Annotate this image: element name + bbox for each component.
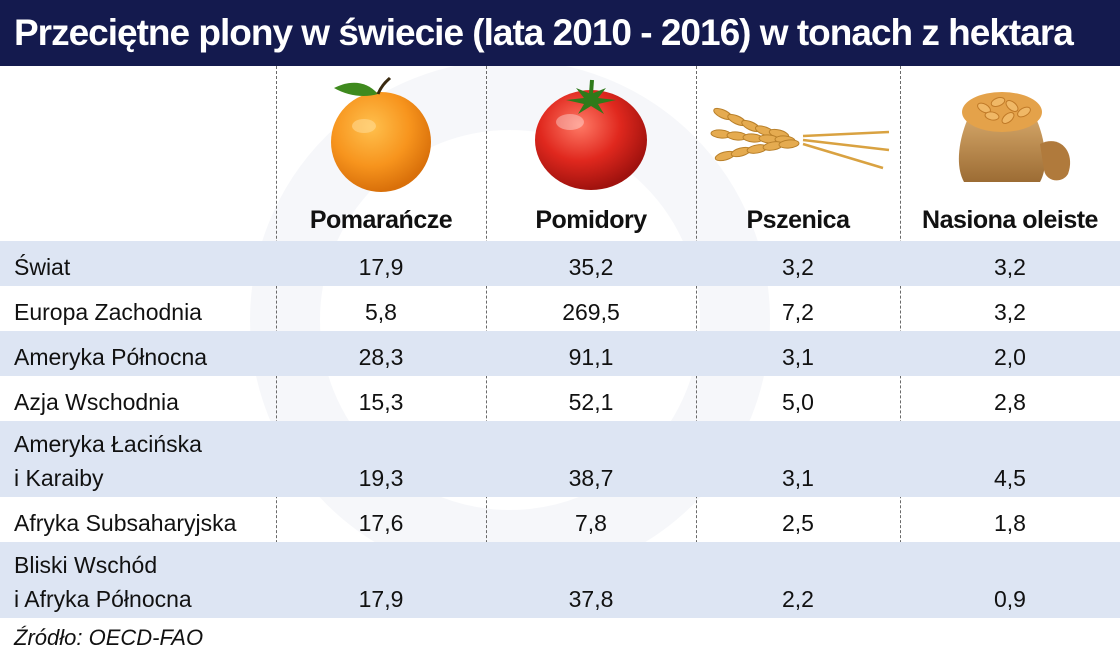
value-cell: 38,7 bbox=[568, 465, 614, 491]
value-cell: 3,1 bbox=[782, 344, 814, 370]
seed-sack-icon bbox=[915, 74, 1105, 194]
value-cell: 28,3 bbox=[358, 344, 404, 370]
value-cell: 7,8 bbox=[575, 510, 607, 536]
region-label: Bliski Wschód i Afryka Północna bbox=[14, 552, 192, 612]
chart-title: Przeciętne plony w świecie (lata 2010 - … bbox=[14, 12, 1074, 53]
value-cell: 4,5 bbox=[994, 465, 1026, 491]
value-cell: 3,1 bbox=[782, 465, 814, 491]
column-header-wheat: Pszenica bbox=[696, 66, 900, 241]
value-cell: 19,3 bbox=[358, 465, 404, 491]
table-row: Bliski Wschód i Afryka Północna 17,9 37,8 2,… bbox=[0, 542, 1120, 618]
value-cell: 17,6 bbox=[358, 510, 404, 536]
column-label-wheat: Pszenica bbox=[746, 206, 850, 234]
column-header-oranges: Pomarańcze bbox=[276, 66, 486, 241]
table-row: Ameryka Północna 28,3 91,1 3,1 2,0 bbox=[0, 331, 1120, 376]
value-cell: 52,1 bbox=[568, 389, 614, 415]
value-cell: 17,9 bbox=[358, 586, 404, 612]
column-header-area: Pomarańcze Pomidory bbox=[0, 66, 1120, 241]
value-cell: 15,3 bbox=[358, 389, 404, 415]
value-cell: 2,0 bbox=[994, 344, 1026, 370]
column-label-oranges: Pomarańcze bbox=[309, 206, 453, 234]
region-label: Ameryka Północna bbox=[14, 344, 208, 370]
region-label: Europa Zachodnia bbox=[14, 299, 202, 325]
value-cell: 17,9 bbox=[358, 254, 404, 280]
tomato-icon bbox=[496, 74, 686, 194]
column-header-tomatoes: Pomidory bbox=[486, 66, 696, 241]
table-row: Świat 17,9 35,2 3,2 3,2 bbox=[0, 241, 1120, 286]
column-label-oilseeds: Nasiona oleiste bbox=[922, 206, 1098, 234]
value-cell: 37,8 bbox=[568, 586, 614, 612]
table-row: Europa Zachodnia 5,8 269,5 7,2 3,2 bbox=[0, 286, 1120, 331]
column-label-tomatoes: Pomidory bbox=[535, 206, 647, 234]
value-cell: 5,8 bbox=[365, 299, 397, 325]
value-cell: 0,9 bbox=[994, 586, 1026, 612]
value-cell: 91,1 bbox=[568, 344, 614, 370]
title-bar: Przeciętne plony w świecie (lata 2010 - … bbox=[0, 0, 1120, 66]
value-cell: 269,5 bbox=[562, 299, 620, 325]
value-cell: 3,2 bbox=[782, 254, 814, 280]
value-cell: 3,2 bbox=[994, 299, 1026, 325]
region-label: Świat bbox=[14, 254, 71, 280]
value-cell: 35,2 bbox=[568, 254, 614, 280]
value-cell: 2,2 bbox=[782, 586, 814, 612]
region-label: Afryka Subsaharyjska bbox=[14, 510, 237, 536]
value-cell: 1,8 bbox=[994, 510, 1026, 536]
value-cell: 3,2 bbox=[994, 254, 1026, 280]
table-row: Afryka Subsaharyjska 17,6 7,8 2,5 1,8 bbox=[0, 497, 1120, 542]
table-row: Azja Wschodnia 15,3 52,1 5,0 2,8 bbox=[0, 376, 1120, 421]
orange-icon bbox=[286, 74, 476, 194]
value-cell: 2,8 bbox=[994, 389, 1026, 415]
wheat-icon bbox=[703, 74, 893, 194]
region-label: Ameryka Łacińska i Karaiby bbox=[14, 431, 202, 491]
table-row: Ameryka Łacińska i Karaiby 19,3 38,7 3,1 4,5 bbox=[0, 421, 1120, 497]
value-cell: 7,2 bbox=[782, 299, 814, 325]
source-note: Źródło: OECD-FAO bbox=[14, 625, 204, 650]
column-header-oilseeds: Nasiona oleiste bbox=[900, 66, 1120, 241]
value-cell: 2,5 bbox=[782, 510, 814, 536]
value-cell: 5,0 bbox=[782, 389, 814, 415]
yield-table: Świat 17,9 35,2 3,2 3,2 Europa Zachodnia 5,8 26… bbox=[0, 241, 1120, 618]
region-label: Azja Wschodnia bbox=[14, 389, 179, 415]
